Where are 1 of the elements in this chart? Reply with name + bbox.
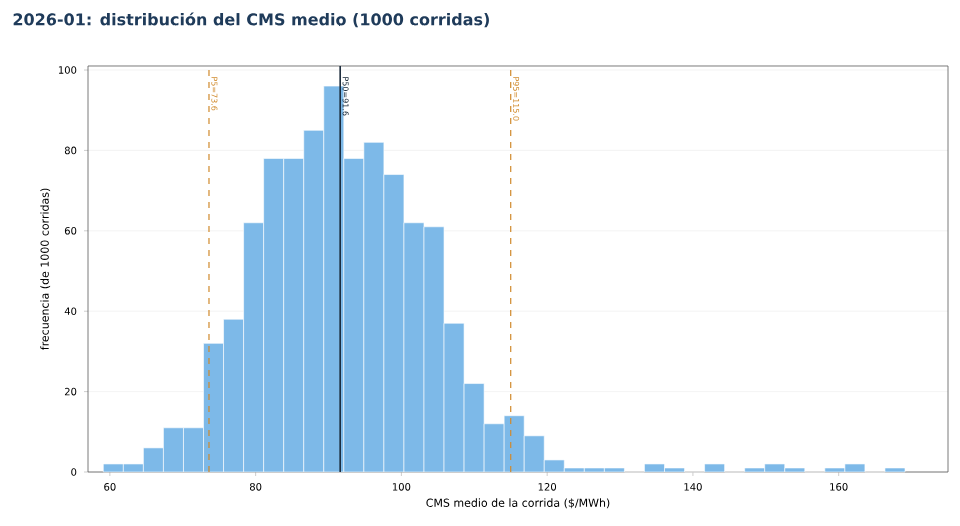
chart-title: 2026-01: distribución del CMS medio (1000 corridas) [13, 12, 489, 28]
